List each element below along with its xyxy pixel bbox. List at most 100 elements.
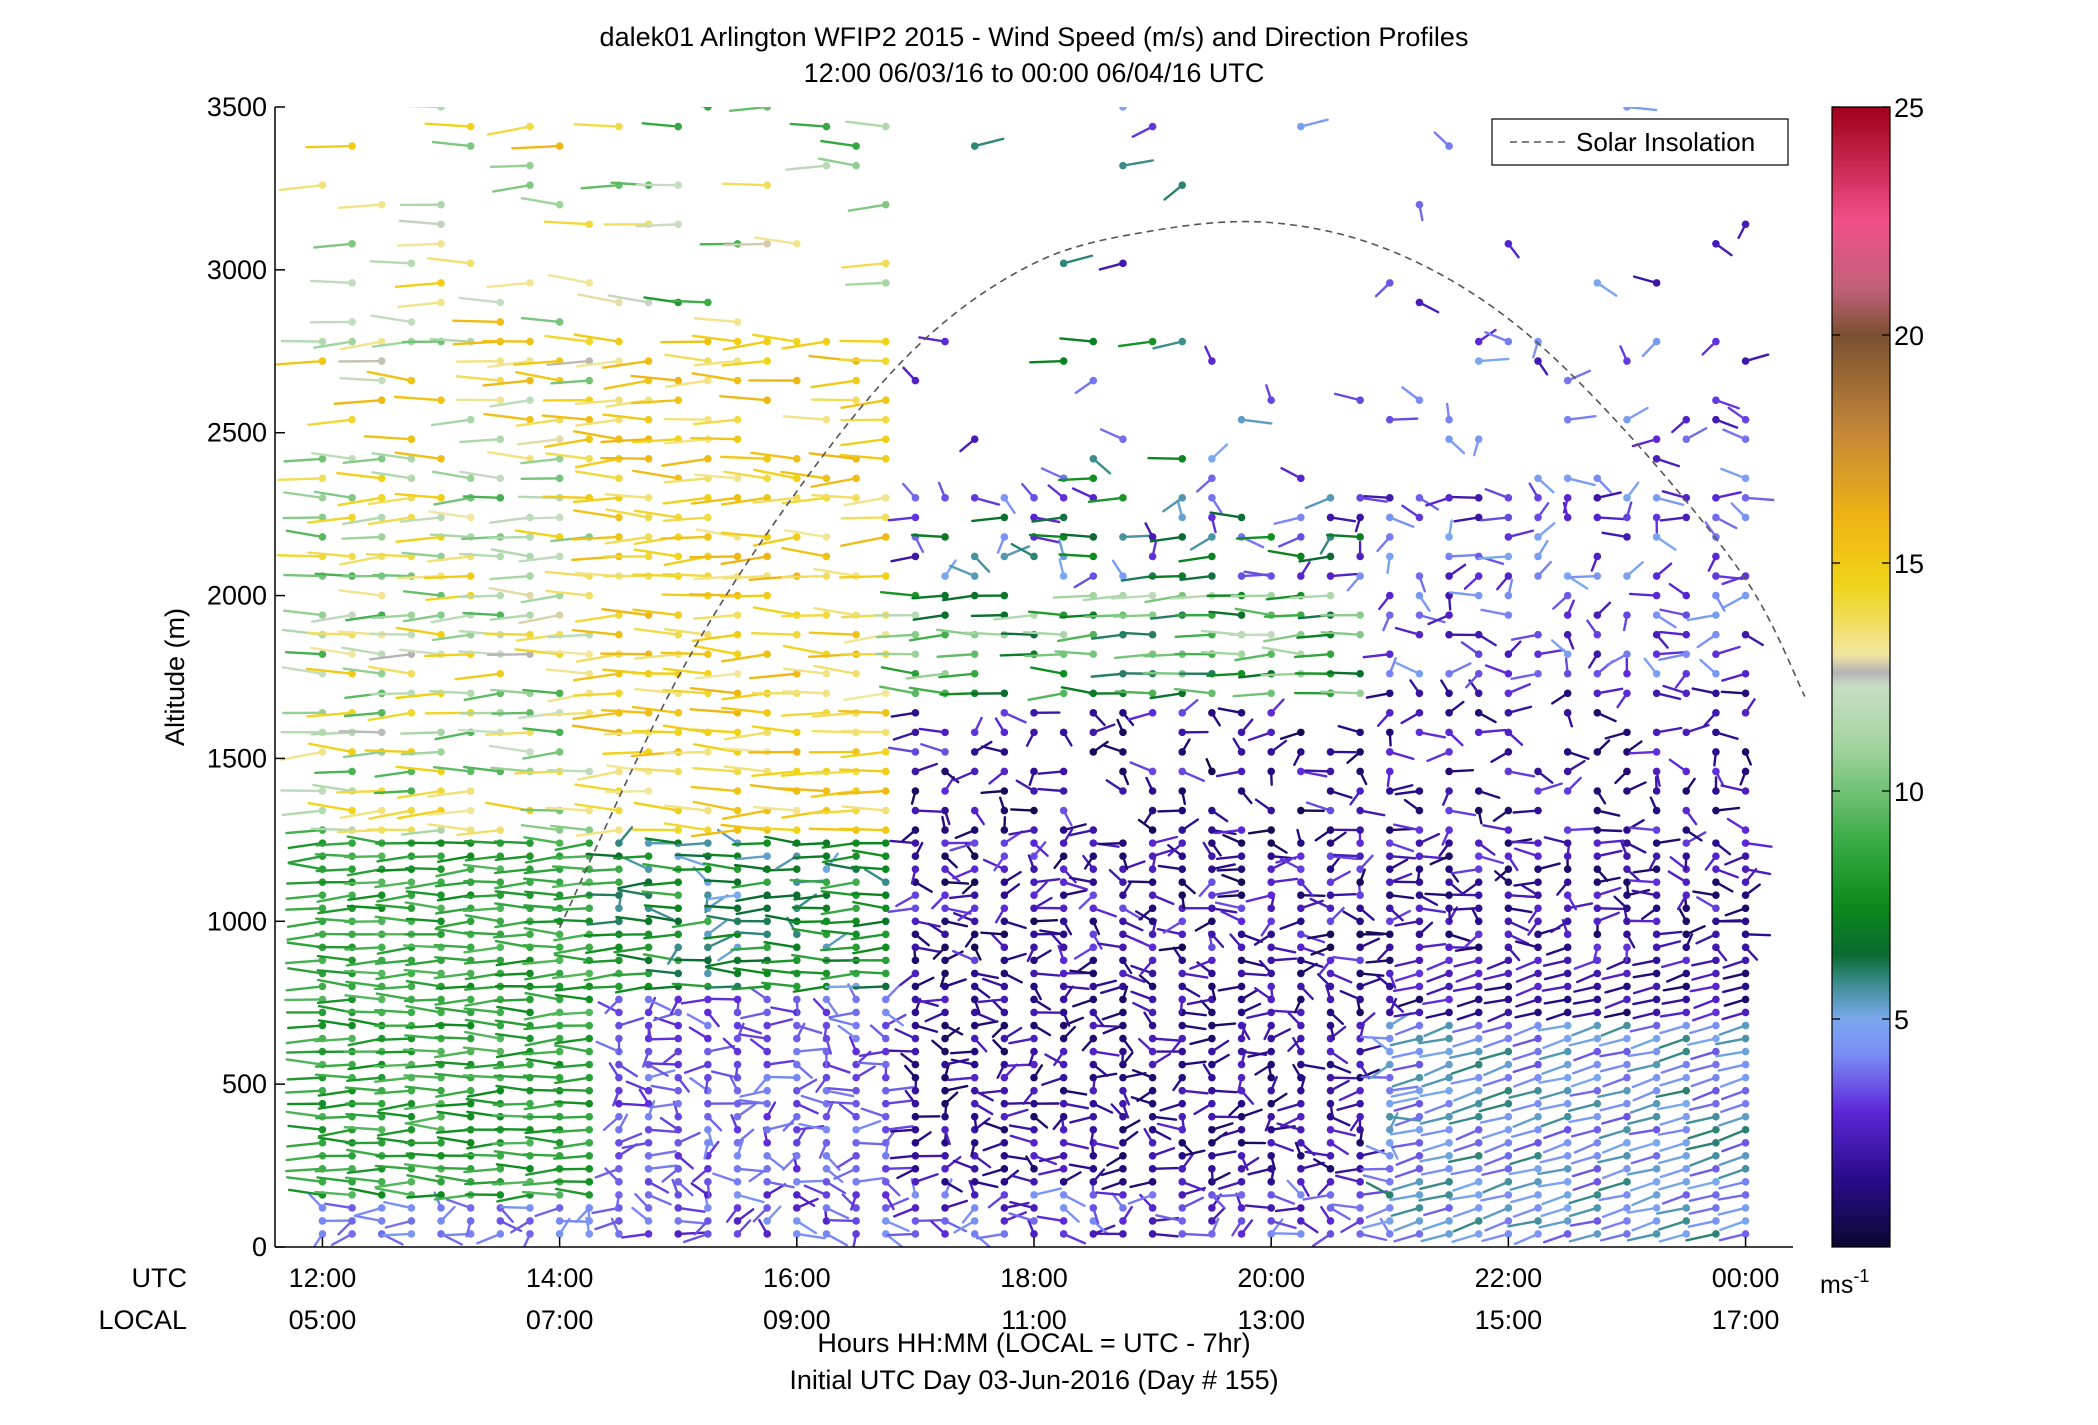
wind-barb-dot bbox=[881, 435, 890, 444]
wind-barb-dot bbox=[377, 728, 386, 737]
wind-barb-dot bbox=[555, 969, 564, 978]
wind-barb-shaft bbox=[316, 954, 354, 962]
wind-barb-dot bbox=[348, 1165, 356, 1173]
wind-barb bbox=[551, 1021, 594, 1030]
wind-barb-shaft bbox=[1095, 1191, 1125, 1197]
wind-barb-dot bbox=[674, 376, 683, 385]
wind-barb bbox=[1178, 1021, 1207, 1031]
wind-barb bbox=[464, 1018, 505, 1030]
wind-barb bbox=[1089, 723, 1116, 737]
wind-barb bbox=[1138, 904, 1157, 921]
wind-barb-dot bbox=[437, 298, 445, 307]
wind-barb-shaft bbox=[720, 455, 769, 460]
wind-barb-dot bbox=[674, 728, 683, 737]
wind-barb-dot bbox=[1237, 904, 1246, 913]
wind-barb-dot bbox=[674, 1112, 683, 1121]
wind-barb-dot bbox=[793, 1217, 801, 1225]
wind-barb bbox=[1267, 1028, 1292, 1043]
wind-barb-dot bbox=[763, 240, 771, 248]
wind-barb bbox=[1208, 1039, 1230, 1056]
wind-barb bbox=[400, 826, 445, 836]
wind-barb-shaft bbox=[452, 319, 502, 324]
wind-barb bbox=[1099, 428, 1127, 444]
wind-barb-dot bbox=[1178, 891, 1187, 900]
wind-barb-shaft bbox=[374, 915, 413, 923]
wind-barb-dot bbox=[704, 1178, 712, 1186]
wind-barb-dot bbox=[615, 1073, 623, 1082]
wind-barb bbox=[363, 435, 416, 444]
wind-barb bbox=[615, 1191, 623, 1212]
wind-barb-dot bbox=[585, 839, 594, 847]
wind-barb bbox=[521, 1190, 564, 1199]
wind-barb bbox=[309, 646, 356, 658]
wind-barb-shaft bbox=[463, 879, 502, 884]
wind-barb-dot bbox=[615, 533, 623, 541]
wind-barb-dot bbox=[1119, 891, 1127, 900]
wind-barb-dot bbox=[763, 1021, 771, 1030]
wind-barb bbox=[1059, 337, 1098, 346]
wind-barb-dot bbox=[674, 1217, 683, 1225]
wind-barb bbox=[1178, 969, 1209, 979]
wind-barb bbox=[911, 1112, 941, 1121]
wind-barb-shaft bbox=[435, 920, 472, 929]
wind-barb bbox=[970, 137, 1005, 150]
wind-barb bbox=[719, 395, 771, 404]
wind-barb-dot bbox=[1237, 1191, 1246, 1199]
wind-barb-shaft bbox=[317, 1019, 354, 1027]
wind-barb bbox=[858, 1047, 890, 1057]
wind-barb-shaft bbox=[343, 920, 383, 923]
wind-barb-dot bbox=[526, 161, 534, 170]
wind-barb-dot bbox=[1030, 852, 1038, 860]
wind-barb bbox=[534, 1204, 564, 1218]
wind-barb-shaft bbox=[426, 555, 472, 563]
wind-barb bbox=[554, 1073, 594, 1085]
wind-barb-shaft bbox=[435, 867, 472, 878]
wind-barb-dot bbox=[407, 709, 416, 717]
wind-barb-dot bbox=[911, 1008, 920, 1017]
wind-barb bbox=[767, 1073, 801, 1082]
wind-barb-shaft bbox=[490, 688, 532, 695]
wind-barb-dot bbox=[704, 1165, 712, 1173]
wind-barb-dot bbox=[970, 748, 979, 756]
wind-barb-dot bbox=[704, 943, 712, 952]
wind-barb bbox=[970, 1099, 994, 1116]
wind-barb-dot bbox=[852, 1191, 860, 1199]
wind-barb-shaft bbox=[495, 1163, 532, 1171]
wind-barb bbox=[911, 917, 941, 928]
wind-barb-shaft bbox=[813, 567, 858, 578]
wind-barb-dot bbox=[437, 1047, 445, 1056]
wind-barb-dot bbox=[496, 669, 505, 678]
wind-barb bbox=[1237, 969, 1268, 978]
wind-barb-dot bbox=[881, 930, 890, 939]
wind-barb-dot bbox=[526, 572, 534, 580]
wind-barb bbox=[339, 806, 386, 820]
wind-barb bbox=[553, 1178, 594, 1186]
wind-barb-shaft bbox=[918, 727, 947, 734]
wind-barb-shaft bbox=[463, 931, 502, 936]
wind-barb-shaft bbox=[314, 1063, 354, 1068]
wind-barb-shaft bbox=[617, 1132, 643, 1144]
wind-barb-dot bbox=[881, 1047, 890, 1056]
wind-barb bbox=[1147, 454, 1187, 463]
wind-barb-shaft bbox=[880, 666, 917, 675]
wind-barb bbox=[348, 1187, 386, 1199]
wind-barb-shaft bbox=[839, 574, 887, 579]
wind-barb-dot bbox=[615, 904, 623, 913]
wind-barb-dot bbox=[704, 969, 712, 978]
wind-barb-shaft bbox=[514, 648, 561, 656]
wind-barb bbox=[1059, 1138, 1090, 1150]
wind-barb-shaft bbox=[280, 789, 324, 793]
wind-barb-shaft bbox=[720, 594, 769, 598]
wind-barb-dot bbox=[377, 376, 386, 385]
wind-barb-dot bbox=[1089, 865, 1098, 873]
wind-barb bbox=[287, 839, 327, 850]
wind-barb bbox=[284, 650, 327, 658]
wind-barb bbox=[510, 1217, 534, 1234]
wind-barb-dot bbox=[674, 891, 683, 900]
wind-barb-shaft bbox=[545, 806, 591, 812]
wind-barb-dot bbox=[377, 1204, 386, 1212]
wind-barb-shaft bbox=[423, 574, 472, 580]
wind-barb-shaft bbox=[431, 633, 472, 642]
wind-barb bbox=[393, 395, 445, 404]
wind-barb-dot bbox=[1089, 1008, 1098, 1017]
